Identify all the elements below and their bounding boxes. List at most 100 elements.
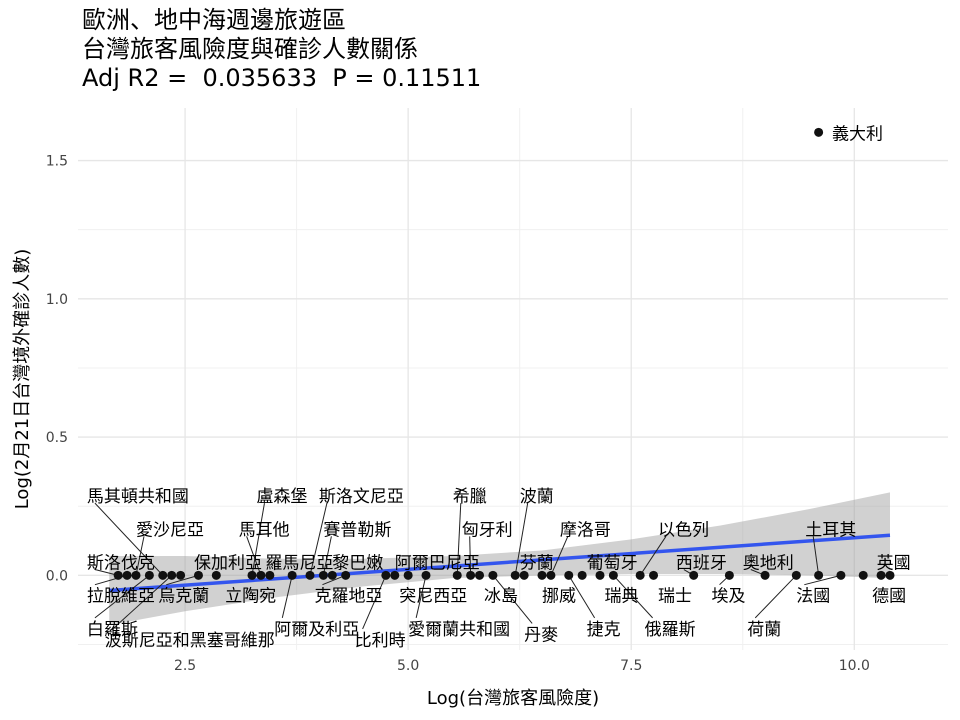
data-point [305, 570, 315, 580]
data-point [488, 570, 498, 580]
label-leader-line [112, 574, 173, 630]
data-point [519, 570, 529, 580]
x-axis-title: Log(台灣旅客風險度) [427, 688, 599, 709]
point-label: 西班牙 [676, 554, 727, 574]
data-point [327, 570, 337, 580]
point-label: 波斯尼亞和黑塞哥維那 [105, 631, 275, 651]
point-label: 斯洛文尼亞 [319, 487, 404, 507]
label-leader-line [812, 536, 820, 576]
point-label: 烏克蘭 [158, 587, 209, 607]
point-label: 摩洛哥 [560, 520, 611, 540]
data-point [577, 570, 587, 580]
point-label: 馬耳他 [239, 520, 290, 540]
data-point [131, 570, 141, 580]
point-label: 愛沙尼亞 [136, 520, 204, 540]
data-point [466, 570, 476, 580]
point-label: 希臘 [453, 487, 487, 507]
data-point [176, 570, 186, 580]
point-label: 阿爾巴尼亞 [395, 554, 480, 574]
point-label: 馬其頓共和國 [87, 487, 189, 507]
point-label: 比利時 [355, 631, 406, 651]
data-point [836, 570, 846, 580]
data-point [390, 570, 400, 580]
title-block: 歐洲、地中海週邊旅遊區 台灣旅客風險度與確診人數關係 Adj R2 = 0.03… [82, 6, 481, 93]
point-label: 匈牙利 [462, 520, 513, 540]
data-points [113, 127, 895, 580]
data-point [167, 570, 177, 580]
data-point [381, 570, 391, 580]
label-leader-line [309, 503, 328, 576]
y-axis-title: Log(2月21日台灣境外確診人數) [12, 249, 33, 510]
point-label: 瑞士 [658, 587, 692, 607]
label-leader-line [251, 503, 265, 576]
label-leader-line [456, 503, 462, 576]
data-point [814, 127, 824, 137]
data-point [256, 570, 266, 580]
chart-subtitle: 台灣旅客風險度與確診人數關係 [82, 35, 418, 63]
data-point [537, 570, 547, 580]
label-leader-line [94, 574, 150, 619]
point-label: 拉脫維亞 [87, 587, 155, 607]
point-label: 芬蘭 [520, 554, 554, 574]
axes: 2.5 5.0 7.5 10.0 0.0 0.5 1.0 1.5 Log(台灣旅客風險度) Log… [12, 154, 870, 709]
point-label: 保加利亞 [194, 554, 262, 574]
data-point [193, 570, 203, 580]
y-tick-label: 1.0 [46, 292, 68, 308]
data-point [724, 570, 734, 580]
label-leader-line [568, 575, 596, 619]
regression-line-path [109, 533, 891, 593]
point-label: 盧森堡 [256, 487, 307, 507]
point-label: 以色列 [658, 520, 709, 540]
data-point [403, 570, 413, 580]
data-point [649, 570, 659, 580]
label-leader-line [639, 536, 667, 576]
point-label: 黎巴嫩 [332, 554, 383, 574]
data-point [510, 570, 520, 580]
data-point [341, 570, 351, 580]
chart-stats: Adj R2 = 0.035633 P = 0.11511 [82, 64, 482, 92]
data-point [265, 570, 275, 580]
label-leader-line [492, 575, 533, 624]
y-tick-label: 1.5 [46, 154, 68, 170]
point-label: 冰島 [484, 587, 518, 607]
grid [78, 108, 948, 650]
point-label: 荷蘭 [747, 620, 781, 640]
label-leader-line [166, 574, 199, 586]
data-point [475, 570, 485, 580]
x-tick-label: 7.5 [620, 658, 642, 674]
label-leader-line [550, 536, 569, 576]
data-point [546, 570, 556, 580]
data-point [791, 570, 801, 580]
y-tick-label: 0.5 [46, 430, 68, 446]
label-leader-line [804, 574, 842, 586]
label-leader-line [135, 536, 145, 576]
point-label: 波蘭 [520, 487, 554, 507]
data-point [122, 570, 132, 580]
y-tick-label: 0.0 [46, 568, 68, 584]
label-leader-line [94, 502, 164, 576]
point-label: 土耳其 [805, 520, 856, 540]
data-point [885, 570, 895, 580]
point-label: 英國 [877, 554, 911, 574]
data-point [608, 570, 618, 580]
point-label: 瑞典 [604, 587, 638, 607]
chart-title: 歐洲、地中海週邊旅遊區 [82, 6, 346, 34]
point-label: 捷克 [587, 620, 621, 640]
label-leader-line [514, 503, 529, 576]
data-point [421, 570, 431, 580]
confidence-band [109, 492, 890, 626]
data-point [287, 570, 297, 580]
confidence-band-area [109, 492, 890, 626]
point-label: 義大利 [832, 124, 883, 144]
point-label: 斯洛伐克 [87, 554, 155, 574]
x-tick-label: 2.5 [174, 658, 196, 674]
label-leader-line [415, 575, 427, 618]
point-label: 丹麥 [524, 625, 558, 645]
data-point [318, 570, 328, 580]
label-leader-line [322, 536, 332, 576]
data-point [876, 570, 886, 580]
data-point [689, 570, 699, 580]
point-label: 突尼西亞 [399, 587, 467, 607]
